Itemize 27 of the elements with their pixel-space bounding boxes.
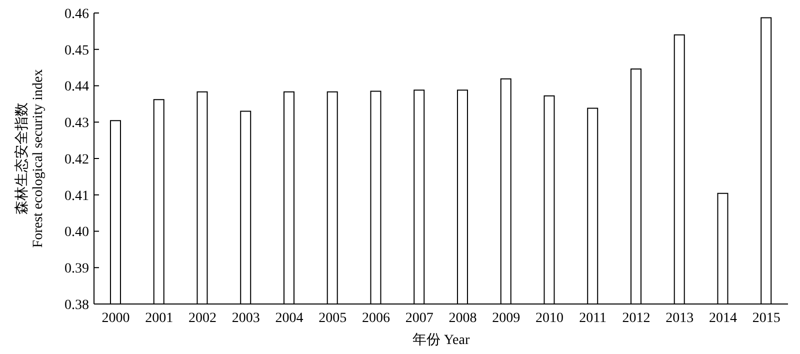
- y-tick-label: 0.44: [64, 80, 89, 95]
- y-tick-label: 0.38: [64, 298, 89, 313]
- x-tick-label: 2014: [708, 310, 737, 326]
- x-tick-label: 2015: [752, 310, 780, 326]
- x-tick-label: 2012: [622, 310, 650, 326]
- x-tick-label: 2001: [145, 310, 174, 326]
- x-tick-label: 2009: [492, 310, 520, 326]
- y-tick-label: 0.46: [64, 6, 89, 22]
- x-tick-label: 2006: [362, 310, 390, 326]
- y-tick-label: 0.43: [64, 116, 89, 132]
- x-tick-label: 2003: [232, 310, 260, 326]
- x-tick-label: 2002: [188, 310, 216, 326]
- x-tick-label: 2005: [318, 310, 347, 326]
- x-tick-label: 2010: [535, 310, 564, 326]
- x-tick-label: 2011: [579, 310, 607, 326]
- y-tick-label: 0.41: [64, 188, 89, 204]
- y-tick-label: 0.40: [64, 225, 89, 240]
- x-tick-label: 2008: [448, 310, 477, 326]
- y-tick-label: 0.45: [64, 43, 89, 58]
- x-tick-label: 2007: [405, 310, 434, 326]
- x-tick-label: 2000: [102, 310, 130, 326]
- y-tick-label: 0.42: [64, 152, 89, 168]
- x-tick-label: 2013: [666, 310, 694, 326]
- y-axis-title: 森林生态安全指数 Forest ecological security index: [14, 69, 46, 248]
- x-tick-label: 2004: [275, 310, 304, 326]
- x-axis-title: 年份 Year: [412, 332, 470, 348]
- y-tick-label: 0.39: [64, 262, 89, 277]
